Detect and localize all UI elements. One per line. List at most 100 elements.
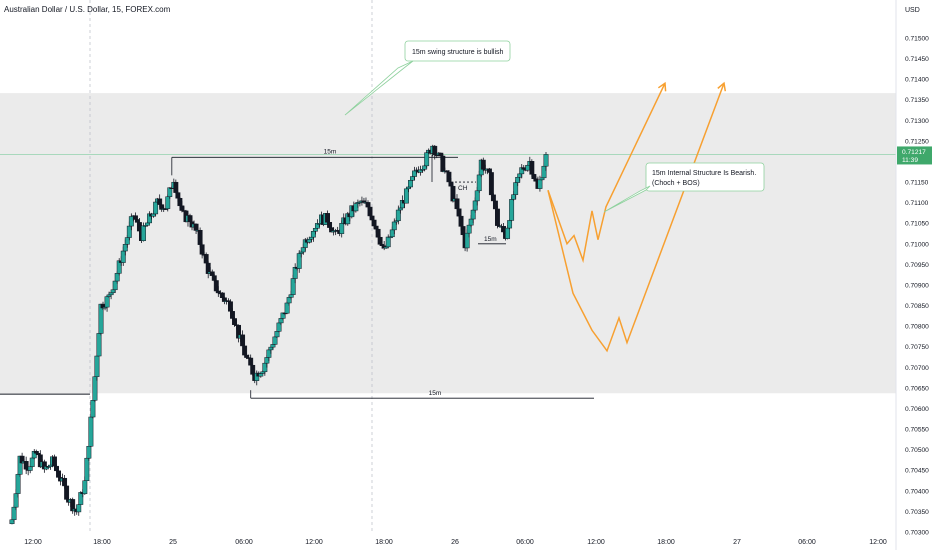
price-tick-label: 0.71100	[905, 200, 929, 207]
candle-body	[240, 334, 246, 347]
candle-body	[507, 220, 513, 229]
projection-path-b	[547, 82, 725, 353]
candle-body	[288, 294, 294, 298]
candle-body	[219, 292, 225, 298]
candle-body	[165, 196, 171, 209]
candle-body	[531, 174, 537, 179]
candle-body	[215, 290, 221, 294]
candle-body	[179, 205, 185, 211]
candle-body	[33, 451, 39, 454]
price-tick-label: 0.70300	[905, 530, 929, 537]
candle-body	[537, 179, 543, 189]
price-tick-label: 0.71000	[905, 241, 929, 248]
candle-body	[515, 176, 521, 183]
internal-low-label: 15m	[484, 236, 497, 243]
price-tick-label: 0.70900	[905, 282, 929, 289]
candle-body	[211, 275, 217, 281]
candle-body	[104, 296, 110, 308]
candle-body	[480, 159, 486, 170]
candle-body	[52, 456, 57, 467]
candle-body	[268, 346, 274, 351]
candle-body	[511, 194, 517, 200]
swing-low-label: 15m	[429, 390, 442, 397]
candle-body	[509, 199, 515, 221]
candle-body	[539, 177, 545, 181]
candle-body	[408, 180, 413, 188]
candle-body	[373, 225, 379, 230]
candle-body	[325, 213, 330, 223]
price-tick-label: 0.70800	[905, 324, 929, 331]
candle-body	[199, 244, 205, 255]
price-tick-label: 0.71500	[905, 35, 929, 42]
time-tick-label: 18:00	[657, 539, 675, 546]
candle-body	[110, 289, 116, 294]
candle-body	[308, 236, 314, 240]
candle-body	[410, 176, 415, 181]
candle-body	[177, 197, 183, 207]
candle-body	[403, 188, 409, 204]
candles	[9, 144, 549, 525]
candle-body	[82, 480, 88, 495]
candle-body	[29, 457, 35, 467]
candle-body	[203, 254, 209, 264]
candle-body	[468, 218, 474, 226]
price-tick-label: 0.70750	[905, 344, 929, 351]
price-tick-label: 0.71300	[905, 118, 929, 125]
candle-body	[209, 271, 215, 276]
countdown-label: 11:39	[902, 157, 918, 164]
price-tick-label: 0.71450	[905, 56, 929, 63]
candle-body	[122, 244, 128, 252]
time-tick-label: 12:00	[24, 539, 42, 546]
candle-body	[292, 266, 298, 279]
candle-body	[167, 187, 173, 198]
candle-body	[244, 354, 250, 358]
price-tick-label: 0.71350	[905, 97, 929, 104]
candle-body	[86, 445, 92, 459]
price-label-bg	[897, 146, 932, 165]
candle-body	[525, 164, 531, 171]
price-tick-label: 0.70700	[905, 365, 929, 372]
candle-body	[371, 219, 377, 227]
candle-body	[517, 173, 523, 178]
choch-label: CH	[458, 185, 468, 192]
candle-body	[132, 215, 138, 220]
candle-body	[406, 186, 411, 190]
candle-body	[306, 239, 312, 243]
candle-body	[84, 457, 90, 481]
candle-body	[96, 333, 102, 357]
candle-body	[134, 219, 140, 223]
candle-body	[454, 198, 460, 210]
candle-body	[242, 345, 248, 356]
swing-high-label: 15m	[324, 148, 337, 155]
candle-body	[365, 202, 371, 208]
candle-body	[88, 416, 94, 447]
time-tick-label: 06:00	[516, 539, 534, 546]
candle-body	[470, 209, 476, 220]
time-tick-label: 26	[451, 539, 459, 546]
chart-title: Australian Dollar / U.S. Dollar, 15, FOR…	[4, 5, 171, 14]
price-axis[interactable]: 0.71500 0.71450 0.71400 0.71350 0.71300 0.712…	[897, 35, 932, 537]
projection-path-a	[547, 82, 666, 264]
candle-body	[513, 182, 519, 195]
candle-body	[124, 237, 130, 245]
time-tick-label: 25	[169, 539, 177, 546]
candle-body	[90, 400, 96, 418]
candle-body	[495, 208, 500, 226]
candle-body	[260, 371, 266, 374]
candle-body	[54, 465, 59, 472]
candle-body	[197, 229, 203, 245]
candle-body	[153, 201, 159, 215]
candle-body	[13, 493, 19, 508]
candle-body	[11, 506, 17, 521]
candle-body	[300, 247, 306, 253]
time-axis[interactable]: 12:00 18:00 25 06:00 12:00 18:00 26 06:00 12:00 1…	[24, 539, 887, 546]
time-tick-label: 12:00	[305, 539, 323, 546]
candle-body	[23, 461, 29, 470]
price-tick-label: 0.71050	[905, 221, 929, 228]
currency-label: USD	[905, 7, 920, 14]
annotation-box-internal	[645, 162, 765, 192]
candle-body	[369, 215, 375, 221]
annotation-box-swing	[404, 40, 511, 62]
candle-body	[460, 226, 466, 236]
